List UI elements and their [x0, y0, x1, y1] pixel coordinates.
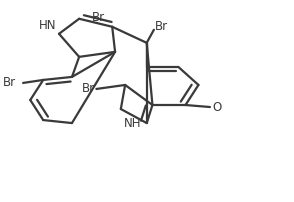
Text: Br: Br	[92, 11, 105, 24]
Text: O: O	[213, 101, 222, 114]
Text: HN: HN	[39, 19, 56, 32]
Text: Br: Br	[155, 20, 168, 33]
Text: NH: NH	[124, 117, 141, 130]
Text: Br: Br	[3, 76, 16, 89]
Text: Br: Br	[82, 82, 95, 96]
